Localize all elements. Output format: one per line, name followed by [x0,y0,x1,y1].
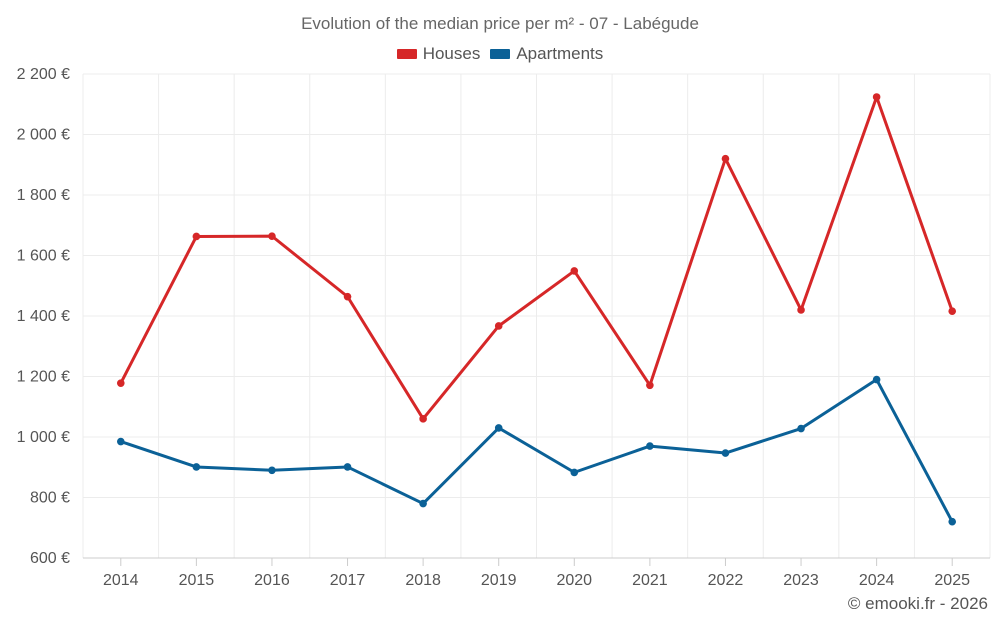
series-line-apartments [119,378,954,524]
data-point-apartments [192,463,201,471]
y-tick-label: 2 000 € [17,127,70,144]
data-point-houses [948,307,957,315]
legend-item-apartments[interactable]: Apartments [490,44,603,64]
x-tick-label: 2019 [481,572,517,589]
data-point-houses [343,292,352,301]
data-point-apartments [343,463,352,471]
legend-label-houses: Houses [422,44,481,63]
y-tick-label: 600 € [30,550,70,567]
y-tick-label: 1 400 € [17,308,70,325]
legend-label-apartments: Apartments [516,44,604,63]
chart-title: Evolution of the median price per m² - 0… [301,14,699,33]
data-point-apartments [570,468,579,477]
x-tick-label: 2023 [783,572,819,589]
data-point-apartments [116,437,125,446]
data-point-houses [721,154,730,163]
data-point-houses [872,93,881,101]
x-tick-label: 2016 [254,572,290,589]
x-tick-label: 2014 [103,572,139,589]
data-point-apartments [268,466,276,475]
x-tick-label: 2015 [179,572,215,589]
data-point-houses [570,267,579,275]
data-point-houses [797,306,805,314]
legend-swatch-houses [396,49,417,59]
data-point-houses [268,232,276,240]
y-tick-label: 1 800 € [17,187,70,204]
data-point-houses [192,232,201,241]
data-point-apartments [721,449,730,457]
data-point-apartments [494,424,503,432]
data-point-houses [646,381,654,390]
data-point-houses [116,379,125,387]
data-point-apartments [797,424,805,433]
x-tick-label: 2025 [934,572,970,589]
x-tick-label: 2017 [330,572,366,589]
x-tick-label: 2024 [859,572,895,589]
series-line-houses [119,95,954,421]
data-point-houses [419,415,427,423]
y-tick-label: 1 200 € [17,369,70,386]
data-point-apartments [872,375,881,384]
legend-swatch-apartments [490,49,511,59]
x-tick-label: 2020 [556,572,592,589]
x-tick-label: 2021 [632,572,668,589]
y-tick-label: 800 € [30,490,70,507]
data-point-apartments [419,499,427,508]
x-tick-label: 2022 [708,572,744,589]
y-tick-label: 1 600 € [17,248,70,265]
legend-item-houses[interactable]: Houses [396,44,481,64]
x-tick-label: 2018 [405,572,441,589]
data-point-apartments [646,442,654,450]
y-tick-label: 1 000 € [17,429,70,446]
data-point-apartments [948,517,957,526]
data-point-houses [494,322,503,330]
legend: Houses Apartments [0,44,1000,64]
y-tick-label: 2 200 € [17,66,70,83]
credit-text: © emooki.fr - 2026 [847,594,988,613]
